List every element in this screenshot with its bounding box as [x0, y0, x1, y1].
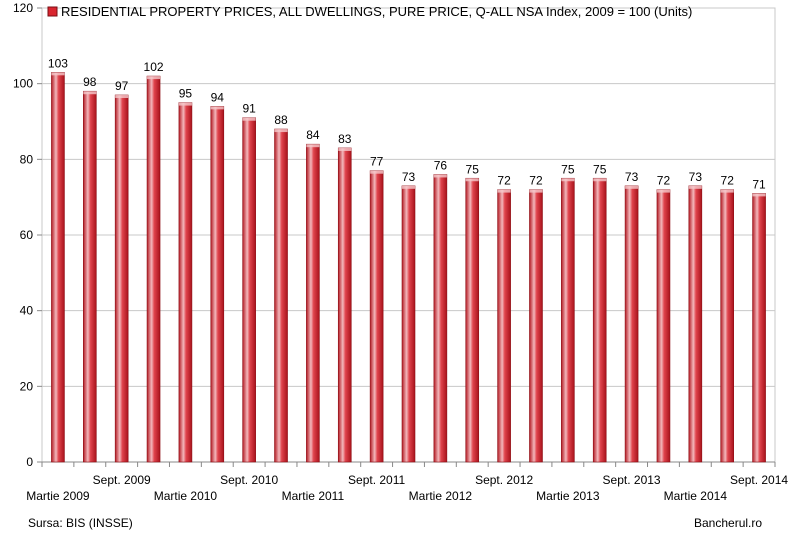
y-tick-label: 20	[20, 379, 34, 393]
bar-top	[370, 170, 384, 174]
bar	[688, 185, 703, 463]
bar-top	[242, 117, 256, 121]
bar-top	[402, 185, 415, 189]
x-tick-label: Sept. 2013	[603, 473, 661, 487]
bar-top	[561, 178, 575, 182]
bar	[752, 193, 766, 463]
data-label: 88	[274, 113, 288, 127]
data-label: 102	[144, 60, 164, 74]
data-label: 95	[179, 87, 193, 101]
bar-top	[115, 95, 129, 99]
y-tick-label: 40	[20, 304, 34, 318]
data-label: 72	[529, 174, 543, 188]
x-tick-label: Martie 2014	[664, 489, 728, 503]
bar-top	[274, 129, 288, 133]
bar	[465, 177, 480, 463]
bar	[656, 189, 671, 463]
bar-top	[210, 106, 224, 110]
bar-top	[51, 72, 65, 76]
bar-top	[306, 144, 320, 148]
bar	[433, 174, 448, 463]
bars	[51, 72, 766, 463]
bar-top	[178, 102, 192, 106]
legend: RESIDENTIAL PROPERTY PRICES, ALL DWELLIN…	[47, 4, 692, 19]
x-axis	[41, 461, 776, 467]
x-tick-label: Sept. 2011	[348, 473, 405, 487]
x-tick-label: Sept. 2010	[220, 473, 278, 487]
bar	[624, 185, 639, 463]
legend-label: RESIDENTIAL PROPERTY PRICES, ALL DWELLIN…	[61, 4, 692, 19]
bar-top	[625, 185, 639, 189]
x-tick-label: Martie 2011	[282, 489, 345, 503]
bar-top	[147, 76, 161, 80]
data-label: 73	[402, 170, 416, 184]
data-label: 94	[211, 90, 225, 104]
bar	[401, 185, 416, 463]
bar	[274, 128, 288, 463]
bar	[306, 143, 320, 463]
data-label: 75	[593, 162, 607, 176]
data-label: 103	[48, 56, 68, 70]
data-labels: 103 98 97 102 95 94 91 88 84 83 77 73 76 75 72 72 75 75 73…	[48, 56, 766, 191]
bar	[83, 90, 97, 463]
bar	[497, 189, 511, 463]
bar-top	[497, 189, 511, 193]
bar	[561, 177, 575, 463]
bar-top	[465, 178, 479, 182]
data-label: 84	[306, 128, 320, 142]
data-label: 97	[115, 79, 129, 93]
data-label: 72	[497, 174, 511, 188]
bar	[369, 170, 384, 463]
x-tick-label: Martie 2010	[154, 489, 218, 503]
bar	[146, 75, 161, 463]
bar	[529, 189, 543, 463]
bar	[242, 117, 256, 463]
data-label: 71	[752, 177, 766, 191]
bar-top	[720, 189, 734, 193]
data-label: 72	[721, 174, 735, 188]
bar	[178, 102, 193, 463]
data-label: 76	[434, 158, 448, 172]
bar-top	[83, 91, 97, 95]
data-label: 73	[625, 170, 639, 184]
bar	[114, 94, 129, 463]
data-label: 77	[370, 155, 384, 169]
data-label: 72	[657, 174, 671, 188]
source-note: Sursa: BIS (INSSE)	[28, 516, 133, 530]
x-tick-label: Sept. 2014	[730, 473, 788, 487]
bar-top	[338, 147, 352, 151]
x-tick-label: Martie 2013	[536, 489, 600, 503]
bar-top	[656, 189, 670, 193]
x-tick-label: Martie 2012	[409, 489, 473, 503]
data-label: 73	[689, 170, 703, 184]
brand-label: Bancherul.ro	[694, 516, 763, 530]
legend-swatch	[47, 6, 58, 17]
x-tick-label: Sept. 2009	[93, 473, 151, 487]
bar-top	[593, 178, 607, 182]
data-label: 75	[466, 162, 480, 176]
data-label: 91	[242, 102, 256, 116]
bar	[720, 189, 734, 463]
y-tick-label: 0	[26, 455, 33, 469]
x-tick-label: Sept. 2012	[475, 473, 533, 487]
y-tick-label: 120	[13, 1, 33, 15]
bar-top	[752, 193, 766, 197]
bar-top	[688, 185, 702, 189]
data-label: 83	[338, 132, 352, 146]
y-tick-label: 60	[20, 228, 34, 242]
bar-top	[433, 174, 447, 178]
bar	[337, 147, 352, 463]
x-tick-label: Martie 2009	[26, 489, 90, 503]
bar	[210, 106, 225, 463]
y-tick-label: 100	[13, 77, 33, 91]
bar	[592, 177, 607, 463]
bar-top	[529, 189, 543, 193]
y-axis: 0 20 40 60 80 100 120	[13, 1, 42, 469]
data-label: 75	[561, 162, 575, 176]
bar	[51, 72, 65, 463]
y-tick-label: 80	[20, 152, 34, 166]
data-label: 98	[83, 75, 97, 89]
